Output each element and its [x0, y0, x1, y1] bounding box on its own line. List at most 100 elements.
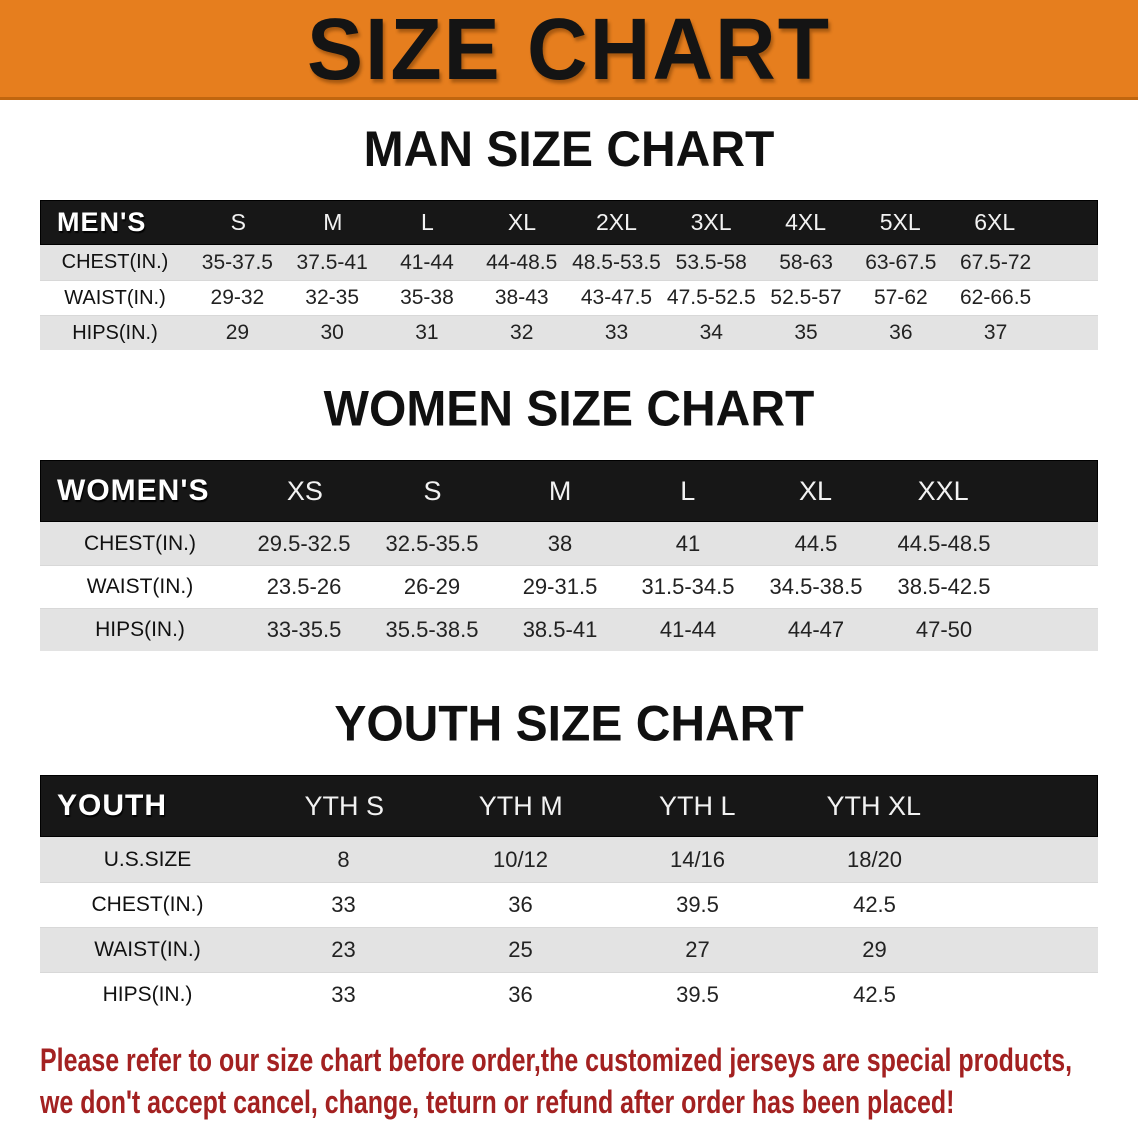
- table-row: HIPS(IN.) 33 36 39.5 42.5: [40, 972, 1098, 1017]
- table-row: CHEST(IN.) 29.5-32.5 32.5-35.5 38 41 44.5 44.5…: [40, 522, 1098, 565]
- men-table-body: CHEST(IN.) 35-37.5 37.5-41 41-44 44-48.5 48.5…: [40, 245, 1098, 350]
- table-row: WAIST(IN.) 23.5-26 26-29 29-31.5 31.5-34.5 34…: [40, 565, 1098, 608]
- size-value-cell: 41-44: [400, 250, 454, 274]
- banner-title: SIZE CHART: [307, 0, 831, 98]
- size-value-cell: 33: [331, 892, 356, 917]
- size-value-cell: 42.5: [853, 982, 896, 1007]
- youth-table-header-label: YOUTH: [57, 789, 167, 822]
- size-value-cell: 32: [510, 321, 534, 344]
- table-row: WAIST(IN.) 29-32 32-35 35-38 38-43 43-47.5 47.…: [40, 280, 1098, 315]
- row-label: CHEST(IN.): [91, 893, 204, 916]
- size-value-cell: 44.5-48.5: [897, 530, 991, 556]
- size-column-header: S: [230, 209, 246, 235]
- size-value-cell: 14/16: [669, 846, 726, 872]
- size-value-cell: 38.5-42.5: [897, 574, 991, 599]
- table-row: U.S.SIZE 8 10/12 14/16 18/20: [40, 837, 1098, 882]
- row-label: HIPS(IN.): [102, 983, 193, 1006]
- size-value-cell: 37: [983, 321, 1008, 344]
- size-value-cell: 33-35.5: [266, 617, 342, 642]
- size-value-cell: 57-62: [873, 286, 928, 309]
- men-size-table: MEN'S S M L XL 2XL 3XL 4XL 5XL 6XL CHEST(IN.) 35-…: [40, 200, 1098, 350]
- size-value-cell: 29.5-32.5: [257, 530, 351, 556]
- size-column-header: YTH XL: [826, 790, 922, 821]
- women-section-title: WOMEN SIZE CHART: [323, 381, 815, 438]
- size-value-cell: 52.5-57: [770, 286, 842, 309]
- size-value-cell: 29: [225, 321, 250, 344]
- size-value-cell: 33: [331, 982, 356, 1007]
- size-value-cell: 23: [331, 937, 356, 962]
- size-column-header: 3XL: [690, 209, 732, 235]
- size-value-cell: 39.5: [676, 892, 719, 917]
- size-value-cell: 44-48.5: [486, 250, 558, 274]
- youth-table-header-row: YOUTH YTH S YTH M YTH L YTH XL: [40, 775, 1098, 837]
- size-value-cell: 67.5-72: [959, 250, 1032, 274]
- size-value-cell: 23.5-26: [266, 574, 342, 599]
- row-label: WAIST(IN.): [94, 938, 201, 961]
- youth-size-table: YOUTH YTH S YTH M YTH L YTH XL U.S.SIZE 8 10/…: [40, 775, 1098, 1017]
- size-value-cell: 27: [685, 937, 710, 962]
- row-label: HIPS(IN.): [72, 321, 158, 344]
- size-column-header: YTH M: [478, 790, 563, 821]
- size-value-cell: 48.5-53.5: [572, 250, 661, 274]
- size-column-header: M: [323, 209, 343, 235]
- size-value-cell: 29: [862, 937, 887, 962]
- youth-table-body: U.S.SIZE 8 10/12 14/16 18/20 CHEST(IN.) 33 36 39…: [40, 837, 1098, 1017]
- row-label: WAIST(IN.): [64, 286, 166, 309]
- size-value-cell: 35-37.5: [201, 250, 273, 274]
- row-label: CHEST(IN.): [61, 251, 169, 273]
- table-row: CHEST(IN.) 35-37.5 37.5-41 41-44 44-48.5 48.5…: [40, 245, 1098, 280]
- row-label: WAIST(IN.): [86, 575, 194, 598]
- disclaimer-line-2: we don't accept cancel, change, teturn o…: [40, 1084, 955, 1120]
- size-value-cell: 36: [508, 982, 533, 1007]
- size-value-cell: 53.5-58: [675, 250, 747, 274]
- size-value-cell: 44.5: [794, 530, 838, 556]
- women-table-header-row: WOMEN'S XS S M L XL XXL: [40, 460, 1098, 522]
- size-value-cell: 36: [508, 892, 533, 917]
- table-row: HIPS(IN.) 33-35.5 35.5-38.5 38.5-41 41-44 44-…: [40, 608, 1098, 651]
- size-column-header: YTH S: [304, 790, 384, 821]
- size-value-cell: 30: [320, 321, 344, 344]
- size-value-cell: 32.5-35.5: [385, 530, 479, 556]
- women-size-table: WOMEN'S XS S M L XL XXL CHEST(IN.) 29.5-32.5 32…: [40, 460, 1098, 651]
- disclaimer: Please refer to our size chart before or…: [40, 1039, 1138, 1123]
- size-column-header: 5XL: [879, 209, 921, 235]
- youth-section-title: YOUTH SIZE CHART: [334, 696, 804, 753]
- size-value-cell: 44-47: [787, 617, 845, 642]
- size-value-cell: 41: [675, 530, 701, 556]
- size-value-cell: 38: [547, 530, 573, 556]
- size-value-cell: 62-66.5: [959, 286, 1032, 309]
- size-value-cell: 10/12: [492, 846, 549, 872]
- size-value-cell: 43-47.5: [580, 286, 653, 309]
- size-value-cell: 58-63: [779, 250, 833, 274]
- size-value-cell: 47-50: [915, 617, 973, 642]
- disclaimer-line-1: Please refer to our size chart before or…: [40, 1042, 1073, 1078]
- row-label: HIPS(IN.): [95, 618, 185, 641]
- size-value-cell: 31.5-34.5: [641, 574, 735, 599]
- size-column-header: YTH L: [658, 790, 736, 821]
- size-column-header: M: [548, 475, 572, 506]
- table-row: HIPS(IN.) 29 30 31 32 33 34 35 36 37: [40, 315, 1098, 350]
- men-section-title: MAN SIZE CHART: [363, 121, 775, 178]
- size-value-cell: 42.5: [853, 892, 896, 917]
- youth-size-section: YOUTH SIZE CHART YOUTH YTH S YTH M YTH L YT…: [0, 696, 1138, 1017]
- size-column-header: 6XL: [974, 209, 1016, 235]
- men-table-header-row: MEN'S S M L XL 2XL 3XL 4XL 5XL 6XL: [40, 200, 1098, 245]
- size-value-cell: 33: [604, 321, 629, 344]
- size-value-cell: 35-38: [400, 286, 454, 309]
- size-value-cell: 63-67.5: [865, 250, 937, 274]
- size-value-cell: 32-35: [305, 286, 360, 309]
- size-column-header: XL: [507, 209, 536, 235]
- size-column-header: 2XL: [596, 209, 637, 235]
- size-value-cell: 38-43: [494, 286, 549, 309]
- size-column-header: XXL: [917, 475, 969, 506]
- size-value-cell: 35.5-38.5: [385, 617, 479, 642]
- row-label: U.S.SIZE: [103, 847, 192, 871]
- banner: SIZE CHART: [0, 0, 1138, 100]
- size-value-cell: 47.5-52.5: [666, 286, 756, 309]
- size-column-header: 4XL: [785, 209, 827, 235]
- size-value-cell: 26-29: [403, 574, 461, 599]
- size-value-cell: 8: [337, 846, 350, 872]
- table-row: WAIST(IN.) 23 25 27 29: [40, 927, 1098, 972]
- size-value-cell: 29-31.5: [522, 574, 598, 599]
